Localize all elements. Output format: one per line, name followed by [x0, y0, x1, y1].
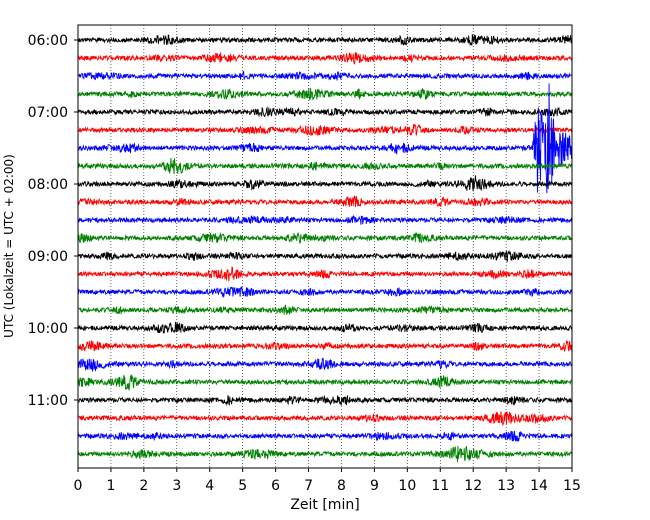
x-tick-label: 9: [370, 478, 379, 494]
y-tick-label: 09:00: [28, 249, 68, 265]
x-tick-label: 12: [464, 478, 482, 494]
seismogram-trace: [77, 445, 573, 463]
seismogram-trace: [77, 52, 573, 65]
x-tick-label: 13: [497, 478, 515, 494]
y-tick-label: 11:00: [28, 393, 68, 409]
seismogram-trace: [77, 303, 573, 315]
y-tick-label: 06:00: [28, 33, 68, 49]
x-tick-label: 4: [205, 478, 214, 494]
x-axis-ticks: 0 1 2 3 4 5 6 7 8 9 10 11 12 13 14 15: [74, 468, 581, 494]
seismogram-trace: [77, 285, 573, 299]
y-axis-ticks: 06:00 07:00 08:00 09:00 10:00 11:00: [28, 33, 78, 409]
seismogram-trace: [77, 175, 573, 192]
seismogram-trace: [77, 106, 573, 118]
seismogram-trace: [77, 430, 573, 442]
x-tick-label: 14: [530, 478, 548, 494]
x-tick-label: 8: [337, 478, 346, 494]
x-tick-label: 6: [271, 478, 280, 494]
plot-frame: [77, 24, 573, 469]
x-tick-label: 0: [74, 478, 83, 494]
seismogram-trace: [77, 123, 573, 136]
seismogram-trace: [77, 411, 573, 426]
seismogram-trace: [77, 214, 573, 225]
x-tick-label: 5: [238, 478, 247, 494]
seismogram-trace: [77, 70, 573, 81]
y-tick-label: 07:00: [28, 105, 68, 121]
x-tick-label: 15: [563, 478, 581, 494]
y-tick-label: 08:00: [28, 177, 68, 193]
seismogram-trace: [77, 357, 573, 373]
seismogram-trace: [77, 321, 573, 334]
x-tick-label: 3: [172, 478, 181, 494]
seismogram-trace: [77, 87, 573, 101]
y-axis-title: UTC (Lokalzeit = UTC + 02:00): [2, 154, 16, 338]
seismogram-trace: [77, 33, 573, 46]
x-axis-title: Zeit [min]: [290, 497, 359, 513]
seismogram-trace: [77, 232, 573, 244]
x-tick-label: 2: [139, 478, 148, 494]
x-tick-label: 7: [304, 478, 313, 494]
x-tick-label: 11: [431, 478, 449, 494]
seismogram-trace: [77, 373, 573, 392]
seismogram-trace: [77, 266, 573, 282]
seismogram-trace: [77, 395, 573, 407]
x-tick-label: 10: [398, 478, 416, 494]
seismogram-trace: [77, 340, 573, 352]
seismogram-trace: [77, 195, 573, 208]
x-tick-label: 1: [106, 478, 115, 494]
y-tick-label: 10:00: [28, 321, 68, 337]
seismogram-traces: [77, 33, 573, 463]
seismogram-trace: [77, 250, 573, 263]
grid-lines: [110, 25, 540, 468]
seismogram-trace: [77, 83, 573, 194]
seismogram-trace: [77, 157, 572, 175]
